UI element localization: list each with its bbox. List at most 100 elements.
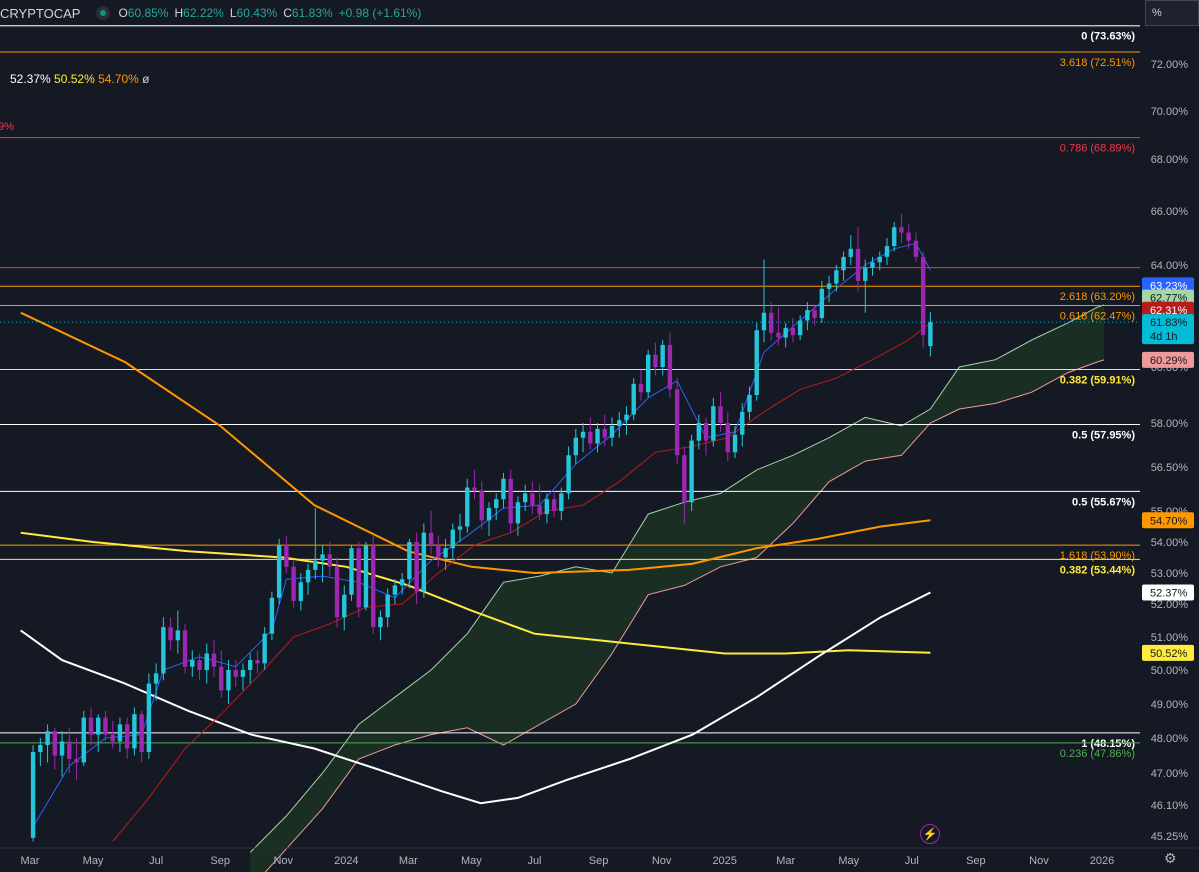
candle-body-31 bbox=[255, 660, 260, 664]
candle-body-42 bbox=[334, 566, 340, 618]
candle-body-117 bbox=[877, 256, 882, 263]
candle-body-107 bbox=[805, 310, 810, 321]
close-label: C bbox=[283, 6, 292, 20]
price-badge-text-0: 63.23% bbox=[1150, 280, 1188, 292]
candle-body-122 bbox=[913, 240, 919, 257]
x-tick-label-16: Nov bbox=[1029, 855, 1049, 867]
x-tick-label-11: 2025 bbox=[712, 855, 736, 867]
moving-average-legend[interactable]: 52.37% 50.52% 54.70% ø bbox=[10, 72, 149, 86]
y-tick-label-0: 45.25% bbox=[1151, 831, 1189, 843]
candle-body-5 bbox=[67, 741, 72, 759]
candle-body-11 bbox=[110, 734, 115, 742]
candle-body-46 bbox=[363, 545, 369, 608]
candle-body-95 bbox=[718, 406, 723, 423]
y-tick-label-18: 70.00% bbox=[1151, 106, 1189, 118]
candle-body-105 bbox=[790, 327, 796, 336]
y-tick-label-6: 51.00% bbox=[1151, 632, 1189, 644]
candle-body-88 bbox=[667, 344, 673, 390]
candle-body-104 bbox=[783, 327, 788, 338]
candle-body-113 bbox=[848, 248, 853, 257]
candle-body-114 bbox=[855, 248, 861, 281]
candle-body-43 bbox=[342, 594, 347, 618]
candle-body-66 bbox=[508, 478, 513, 524]
candle-body-112 bbox=[841, 256, 846, 271]
candle-body-93 bbox=[703, 423, 709, 441]
candle-body-110 bbox=[826, 283, 832, 289]
percent-scale-button[interactable]: % bbox=[1145, 0, 1199, 26]
candle-body-73 bbox=[559, 493, 564, 511]
settings-gear-icon[interactable]: ⚙ bbox=[1164, 850, 1177, 866]
x-tick-label-1: May bbox=[83, 855, 104, 867]
candle-body-2 bbox=[45, 731, 50, 745]
candle-body-32 bbox=[262, 633, 267, 664]
low-label: L bbox=[229, 6, 237, 20]
price-badge-4 bbox=[1142, 351, 1194, 368]
price-badge-text-2: 62.31% bbox=[1150, 305, 1188, 317]
candle-body-118 bbox=[884, 246, 890, 257]
candle-body-27 bbox=[226, 670, 231, 691]
x-tick-label-8: Jul bbox=[527, 855, 541, 867]
ichimoku-cloud bbox=[250, 304, 1105, 872]
fib-level-label-5: 0.618 (62.47%) bbox=[1060, 311, 1135, 323]
candle-body-24 bbox=[204, 653, 209, 670]
y-tick-label-17: 68.00% bbox=[1151, 154, 1189, 166]
candle-body-89 bbox=[674, 389, 680, 456]
y-tick-label-16: 66.00% bbox=[1151, 206, 1189, 218]
candle-body-55 bbox=[428, 532, 434, 546]
y-tick-label-9: 54.00% bbox=[1151, 537, 1189, 549]
candle-body-85 bbox=[645, 354, 651, 393]
candle-body-109 bbox=[819, 288, 825, 318]
price-badge-sub-3: 4d 1h bbox=[1150, 331, 1178, 343]
price-badge-text-7: 50.52% bbox=[1150, 648, 1188, 660]
high-value: 62.22% bbox=[183, 6, 224, 20]
ma200-line bbox=[20, 591, 931, 805]
fib-level-label-2: 0.786 (68.89%) bbox=[1060, 143, 1135, 155]
candle-body-51 bbox=[399, 579, 405, 586]
candle-body-90 bbox=[682, 455, 687, 503]
visibility-eye-icon[interactable] bbox=[96, 6, 111, 20]
candle-body-33 bbox=[269, 597, 275, 634]
candle-body-106 bbox=[797, 320, 803, 336]
candle-body-14 bbox=[132, 714, 137, 749]
x-tick-label-14: Jul bbox=[905, 855, 919, 867]
candle-body-87 bbox=[660, 344, 665, 367]
candle-body-64 bbox=[494, 499, 499, 509]
close-value: 61.83% bbox=[291, 6, 333, 20]
ma100-value: 50.52% bbox=[54, 72, 95, 86]
y-tick-label-4: 49.00% bbox=[1151, 699, 1189, 711]
candle-body-0 bbox=[30, 752, 36, 838]
price-badge-7 bbox=[1142, 644, 1194, 661]
price-badge-5 bbox=[1142, 512, 1194, 529]
ichimoku-kijun bbox=[112, 322, 931, 842]
candle-body-78 bbox=[595, 428, 600, 444]
candle-body-50 bbox=[392, 585, 398, 595]
price-badge-text-1: 62.77% bbox=[1150, 293, 1188, 305]
candle-body-115 bbox=[863, 267, 868, 281]
symbol-name[interactable]: CRYPTOCAP bbox=[0, 5, 81, 21]
candle-body-59 bbox=[457, 526, 463, 530]
candle-body-44 bbox=[349, 548, 354, 595]
candle-body-111 bbox=[834, 270, 839, 284]
candle-body-1 bbox=[38, 745, 43, 752]
candle-body-15 bbox=[139, 714, 144, 752]
price-badge-1 bbox=[1142, 289, 1194, 306]
fib-level-label-8: 0.5 (55.67%) bbox=[1072, 496, 1135, 508]
candle-body-29 bbox=[240, 670, 246, 677]
y-tick-label-3: 48.00% bbox=[1151, 733, 1189, 745]
candle-body-28 bbox=[233, 670, 238, 677]
candle-body-10 bbox=[103, 717, 108, 735]
candle-body-60 bbox=[465, 487, 470, 527]
candle-body-97 bbox=[732, 434, 738, 453]
candle-body-23 bbox=[197, 660, 202, 670]
y-tick-label-12: 58.00% bbox=[1151, 418, 1189, 430]
x-tick-label-3: Sep bbox=[210, 855, 230, 867]
y-tick-label-1: 46.10% bbox=[1151, 800, 1189, 812]
candle-body-82 bbox=[624, 414, 629, 421]
x-tick-label-2: Jul bbox=[149, 855, 163, 867]
candle-body-116 bbox=[870, 262, 875, 268]
candle-body-123 bbox=[920, 256, 926, 336]
lightning-icon[interactable]: ⚡ bbox=[920, 824, 940, 844]
x-tick-label-17: 2026 bbox=[1090, 855, 1114, 867]
candle-body-19 bbox=[168, 627, 173, 641]
